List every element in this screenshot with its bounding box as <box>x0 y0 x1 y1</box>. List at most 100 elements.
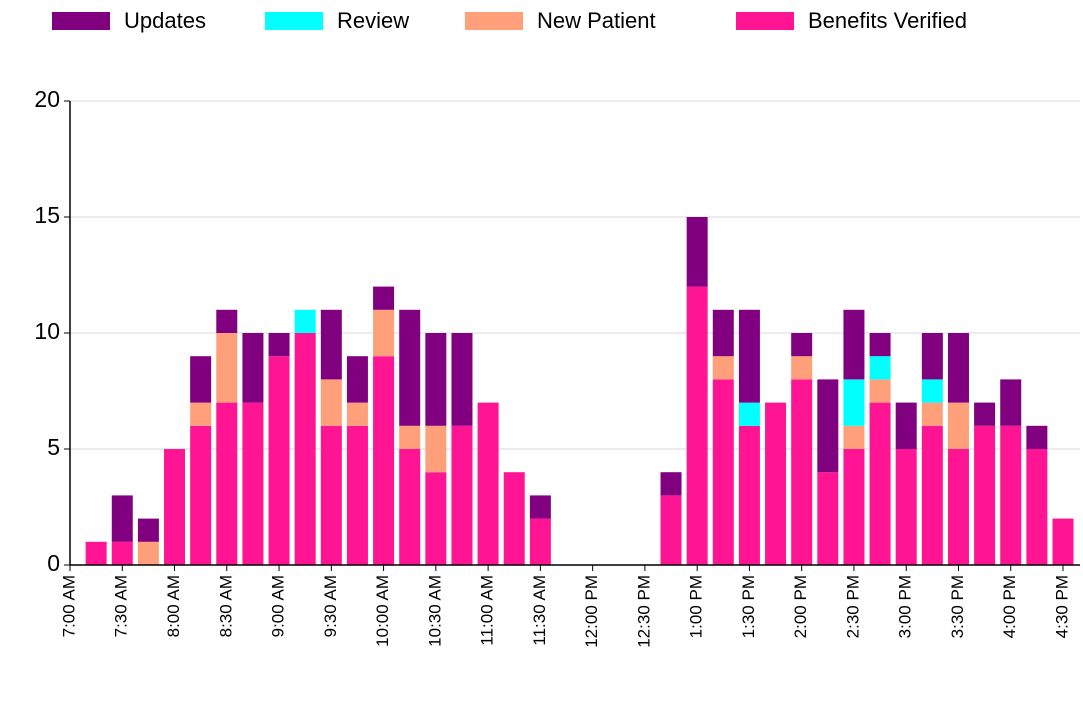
bar-segment <box>921 425 943 565</box>
bar-segment <box>85 541 107 565</box>
x-tick-label: 3:00 PM <box>896 575 915 638</box>
y-tick-label: 10 <box>34 318 60 344</box>
legend-label: Benefits Verified <box>808 8 967 33</box>
bar-segment <box>399 425 421 449</box>
bar-segment <box>425 425 447 473</box>
bar-segment <box>373 286 395 310</box>
bar-segment <box>346 402 368 426</box>
bar-segment <box>399 309 421 426</box>
x-tick-label: 11:30 AM <box>530 575 549 646</box>
x-tick-label: 12:30 PM <box>634 575 653 648</box>
bar-segment <box>869 333 891 357</box>
bar-segment <box>190 402 212 426</box>
bar-segment <box>529 495 551 519</box>
bar-segment <box>346 425 368 565</box>
bar-segment <box>320 379 342 426</box>
bar-segment <box>373 309 395 357</box>
x-tick-label: 4:30 PM <box>1052 575 1071 638</box>
y-tick-label: 20 <box>34 86 60 112</box>
bar-segment <box>529 518 551 565</box>
legend-swatch <box>736 12 794 30</box>
bar-segment <box>843 379 865 426</box>
bar-segment <box>477 402 499 565</box>
bar-segment <box>712 356 734 380</box>
bar-segment <box>869 356 891 380</box>
legend-label: Updates <box>124 8 206 33</box>
x-tick-label: 8:00 AM <box>164 575 183 637</box>
bar-segment <box>660 472 682 496</box>
bar-segment <box>137 541 159 565</box>
bar-segment <box>425 333 447 426</box>
bar-segment <box>738 309 760 403</box>
bar-segment <box>1000 379 1022 426</box>
x-tick-label: 3:30 PM <box>948 575 967 638</box>
bar-segment <box>425 472 447 565</box>
y-tick-label: 15 <box>34 202 60 228</box>
x-tick-label: 2:30 PM <box>843 575 862 638</box>
bar-segment <box>974 425 996 565</box>
bar-segment <box>921 402 943 426</box>
bar-segment <box>268 356 290 565</box>
bar-segment <box>164 449 186 565</box>
bar-segment <box>660 495 682 565</box>
bar-segment <box>451 333 473 426</box>
x-tick-label: 12:00 PM <box>582 575 601 648</box>
x-tick-label: 8:30 AM <box>216 575 235 637</box>
bar-segment <box>686 286 708 565</box>
bar-segment <box>712 379 734 565</box>
bar-segment <box>320 425 342 565</box>
bar-segment <box>791 379 813 565</box>
x-tick-label: 9:30 AM <box>321 575 340 637</box>
x-tick-label: 1:30 PM <box>739 575 758 638</box>
bar-segment <box>765 402 787 565</box>
bar-segment <box>216 402 238 565</box>
bar-segment <box>921 333 943 380</box>
bar-segment <box>817 472 839 565</box>
bar-segment <box>686 217 708 287</box>
bar-segment <box>843 425 865 449</box>
bar-segment <box>399 449 421 565</box>
y-tick-label: 0 <box>47 550 60 576</box>
bar-segment <box>451 425 473 565</box>
legend-label: Review <box>337 8 409 33</box>
bar-segment <box>268 333 290 357</box>
bar-segment <box>791 356 813 380</box>
legend-swatch <box>52 12 110 30</box>
bar-segment <box>974 402 996 426</box>
bar-segment <box>242 402 264 565</box>
bar-segment <box>137 518 159 542</box>
bar-segment <box>843 309 865 380</box>
bar-segment <box>242 333 264 403</box>
legend-swatch <box>265 12 323 30</box>
bar-segment <box>190 425 212 565</box>
bar-segment <box>111 495 133 542</box>
legend-label: New Patient <box>537 8 656 33</box>
y-tick-label: 5 <box>47 434 60 460</box>
bar-segment <box>947 449 969 565</box>
bar-segment <box>1026 449 1048 565</box>
bar-segment <box>190 356 212 403</box>
bar-segment <box>1000 425 1022 565</box>
bar-segment <box>738 402 760 426</box>
bar-segment <box>346 356 368 403</box>
bar-segment <box>947 333 969 403</box>
bar-segment <box>947 402 969 449</box>
bar-segment <box>817 379 839 473</box>
bar-segment <box>869 379 891 403</box>
bar-segment <box>895 402 917 449</box>
x-tick-label: 1:00 PM <box>687 575 706 638</box>
bar-segment <box>373 356 395 565</box>
bar-segment <box>1052 518 1074 565</box>
bar-segment <box>921 379 943 403</box>
bar-segment <box>294 309 316 333</box>
x-tick-label: 7:00 AM <box>59 575 78 637</box>
x-tick-label: 10:30 AM <box>425 575 444 647</box>
bar-segment <box>216 333 238 403</box>
bar-segment <box>895 449 917 565</box>
x-tick-label: 4:00 PM <box>1000 575 1019 638</box>
bar-segment <box>791 333 813 357</box>
bar-segment <box>869 402 891 565</box>
bar-segment <box>320 309 342 380</box>
x-tick-label: 2:00 PM <box>791 575 810 638</box>
